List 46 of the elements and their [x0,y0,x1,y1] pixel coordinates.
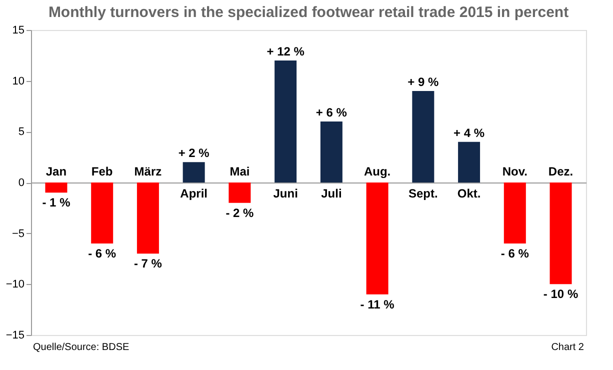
bar [45,182,68,193]
x-tick-label: Sept. [408,186,438,200]
x-tick-label: März [134,164,162,178]
x-tick-label: Dez. [548,164,574,178]
bar [320,122,342,182]
bar [458,142,480,182]
caption: Chart 2 [551,342,584,353]
data-label: - 10 % [543,287,578,302]
data-label: - 2 % [226,206,254,220]
x-tick-label: Juli [321,186,342,200]
data-label: - 6 % [500,246,530,260]
bar [91,182,114,244]
data-label: + 6 % [316,106,348,120]
data-label: - 1 % [42,196,71,210]
bar [228,182,251,203]
x-tick-label: Aug. [364,164,391,178]
x-tick-label: Mai [230,164,250,178]
bar [412,91,434,182]
x-tick-label: Okt. [457,186,481,200]
y-tick-label: 0 [18,177,24,189]
data-label: + 12 % [266,44,305,58]
data-label: + 9 % [408,75,440,89]
data-label: - 6 % [88,246,116,260]
x-tick-label: Feb [91,164,113,178]
x-tick-label: April [180,186,208,200]
y-tick-label: −10 [6,278,24,291]
y-tick-label: −15 [6,330,24,342]
data-label: - 7 % [134,256,162,271]
y-tick-label: 5 [18,126,24,138]
bar [274,60,297,182]
data-label: + 2 % [178,146,210,160]
x-tick-label: Juni [273,186,298,200]
data-label: + 4 % [454,126,485,140]
y-tick-label: 10 [12,75,24,88]
bar [182,162,205,182]
bar [136,182,159,254]
bar [504,182,526,244]
source-note: Quelle/Source: BDSE [33,342,130,353]
data-label: - 11 % [360,297,395,312]
y-tick-label: −5 [12,228,24,240]
x-tick-label: Nov. [502,164,528,178]
bar [550,182,572,284]
chart-title: Monthly turnovers in the specialized footwear retail trade 2015 in percent [48,4,569,21]
y-tick-label: 15 [12,24,24,36]
x-tick-label: Jan [46,164,67,178]
bar [366,182,388,294]
